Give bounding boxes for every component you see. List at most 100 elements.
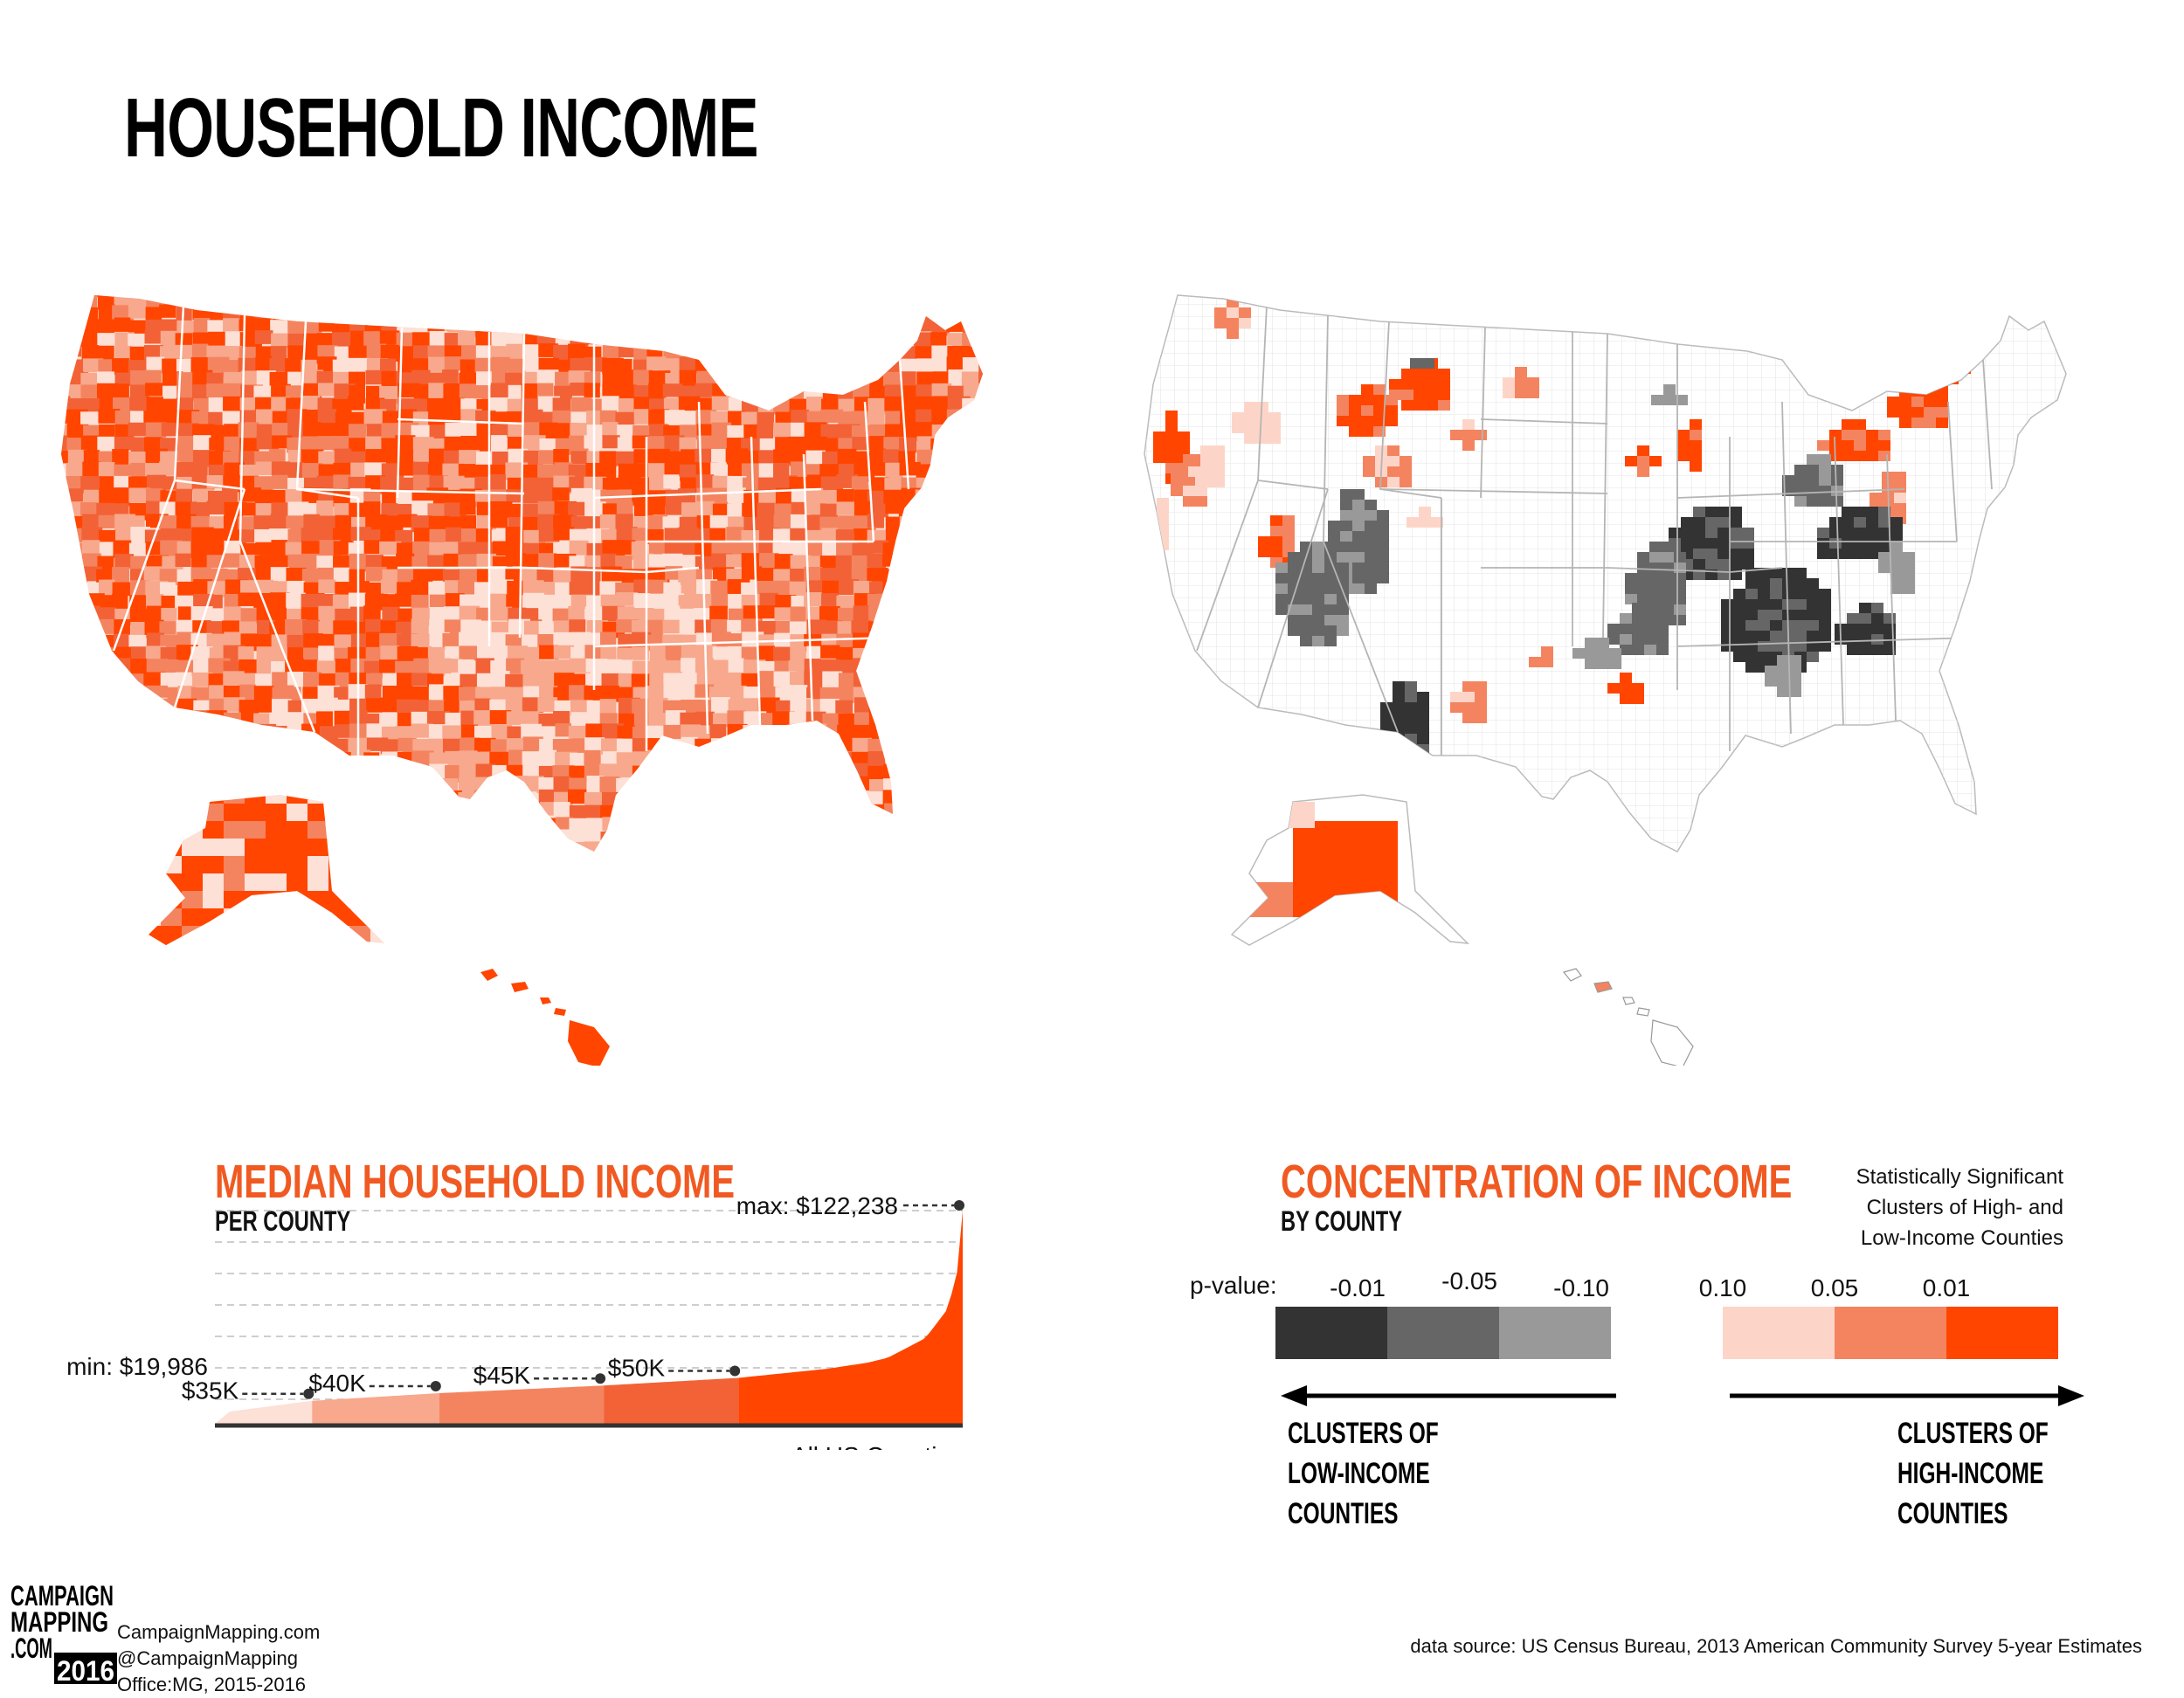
county-cell [914,789,932,805]
county-cell [883,763,902,779]
cluster-cell [1866,517,1878,528]
county-cell [149,821,162,840]
county-cell [61,410,67,424]
county-cell [491,621,509,636]
county-cell [83,828,100,846]
cluster-cell [1637,573,1649,583]
county-cell [61,515,73,535]
county-cell [207,280,224,293]
county-cell [98,725,118,740]
county-cell [97,345,114,362]
county-cell [946,295,965,298]
county-cell [82,726,99,741]
county-cell [176,763,194,780]
county-cell [994,632,1012,646]
cluster-cell [1807,641,1819,652]
cluster-cell [1946,342,1959,353]
cluster-cell [1165,431,1178,442]
county-cell [445,765,461,783]
county-cell [853,295,871,299]
county-cell [647,804,670,819]
site-link[interactable]: CampaignMapping.com [117,1621,321,1643]
county-cell [429,854,446,868]
county-cell [993,502,1011,517]
county-cell [757,856,775,873]
county-cell [758,369,781,386]
county-cell [82,553,101,568]
county-cell [978,815,983,832]
cluster-cell [1890,517,1903,528]
county-cell [616,295,633,307]
county-cell [61,607,70,623]
county-cell [254,739,273,758]
county-cell [190,356,213,374]
county-cell [474,855,494,868]
cluster-cell [1609,659,1621,669]
cluster-cell [1890,563,1903,573]
county-cell [445,830,467,848]
county-cell [270,592,290,609]
county-cell [442,659,463,673]
county-cell [459,304,475,320]
county-cell [820,424,843,439]
county-cell [710,804,731,819]
cluster-cell [1387,466,1400,477]
county-cell [67,488,84,504]
county-cell [308,839,330,858]
county-cell [381,828,404,843]
county-cell [725,672,746,688]
county-cell [473,710,495,728]
cluster-cell [1936,397,1948,407]
county-cell [711,843,735,852]
county-cell [664,605,681,621]
cluster-cell [1232,423,1244,433]
county-cell [333,462,356,477]
state-border [1196,480,1259,652]
county-cell [271,397,291,413]
county-cell [333,488,352,507]
county-cell [741,553,760,569]
county-cell [159,409,183,426]
twitter-handle[interactable]: @CampaignMapping [117,1647,299,1669]
county-cell [709,514,729,529]
cluster-cell [1745,578,1758,589]
cluster-cell [1349,395,1361,405]
county-cell [66,462,83,480]
county-cell [239,438,259,452]
county-cell [159,304,176,318]
county-cell [916,567,937,583]
county-cell [316,370,334,386]
county-cell [838,815,860,829]
cluster-cell [1730,559,1742,569]
county-cell [978,618,983,637]
marker-dot [729,1365,741,1377]
county-cell [618,398,639,416]
cluster-cell [1300,573,1312,583]
county-cell [867,397,888,415]
cluster-cell [1705,549,1717,559]
county-cell [475,658,494,676]
county-cell [962,424,983,441]
county-cell [98,514,117,528]
cluster-cell [1275,604,1288,615]
county-cell [396,553,415,568]
county-cell [444,542,462,556]
county-cell [66,738,85,756]
county-cell [287,437,308,453]
county-cell [365,829,385,846]
county-cell [601,396,619,412]
county-cell [932,280,948,294]
county-cell [521,803,542,818]
county-cell [426,711,450,727]
county-cell [835,344,858,360]
cluster-cell [1239,307,1251,318]
county-cell [914,712,936,728]
county-cell [491,424,509,438]
county-cell [66,607,88,624]
county-cell [977,333,983,348]
county-cell [741,332,764,349]
county-cell [506,711,524,725]
county-cell [287,712,307,728]
county-cell [725,448,749,465]
county-cell [113,713,131,728]
